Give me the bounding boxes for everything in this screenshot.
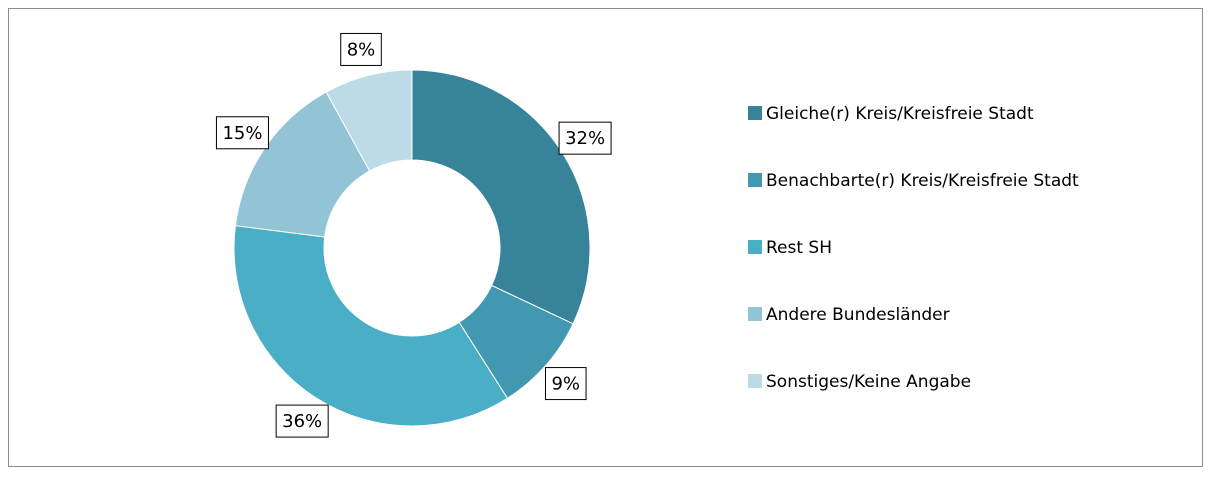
data-label-box [340, 32, 382, 66]
legend-label: Benachbarte(r) Kreis/Kreisfreie Stadt [766, 171, 1079, 191]
legend-label: Rest SH [766, 238, 832, 258]
chart-border [8, 8, 1203, 467]
donut-slice [233, 225, 509, 427]
data-label: 32% [565, 128, 605, 149]
data-label-box [558, 121, 612, 155]
data-label: 8% [347, 39, 376, 60]
legend-swatch [748, 106, 762, 120]
legend-swatch [748, 374, 762, 388]
legend-label: Gleiche(r) Kreis/Kreisfreie Stadt [766, 104, 1034, 124]
data-label: 9% [551, 374, 580, 395]
data-label-box [275, 404, 329, 438]
data-label-box [215, 116, 269, 150]
legend-swatch [748, 240, 762, 254]
data-label-box [544, 367, 587, 401]
legend: Gleiche(r) Kreis/Kreisfreie Stadt Benachb… [748, 104, 1079, 392]
legend-swatch [748, 173, 762, 187]
legend-swatch [748, 307, 762, 321]
data-label: 36% [282, 411, 322, 432]
legend-label: Sonstiges/Keine Angabe [766, 372, 971, 392]
data-label: 15% [222, 123, 262, 144]
legend-label: Andere Bundesländer [766, 305, 950, 325]
donut-slice [234, 91, 371, 238]
donut-slice [325, 69, 413, 172]
donut-slice [411, 69, 591, 325]
